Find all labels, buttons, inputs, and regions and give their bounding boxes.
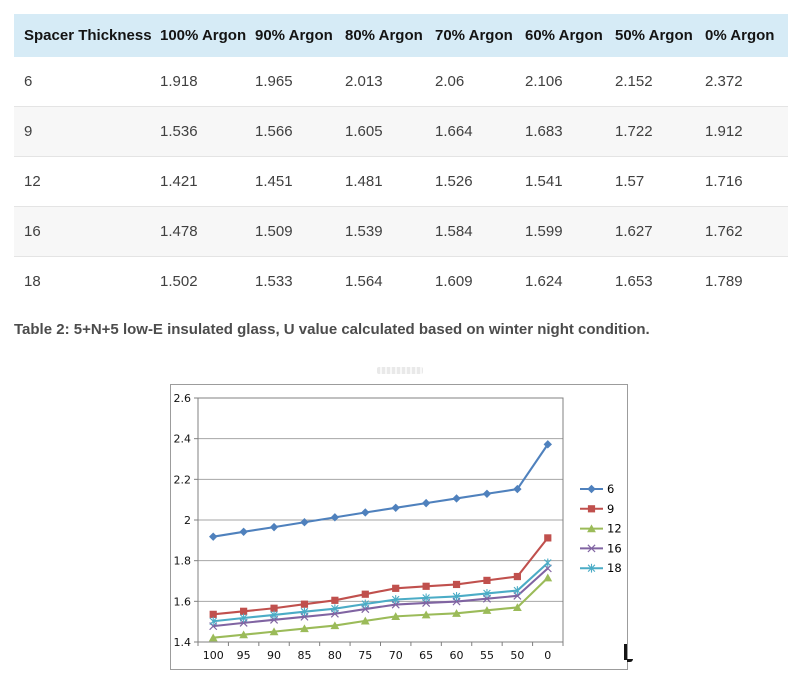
cell: 1.609 [425,256,515,306]
cell: 2.106 [525,73,563,90]
cell: 1.762 [695,206,788,257]
table-row: 6 1.918 1.965 2.013 2.06 2.106 2.152 2.3… [14,57,788,107]
cell: 2.013 [345,73,383,90]
cell: 1.502 [150,256,245,306]
table-header-row: Spacer Thickness 100% Argon 90% Argon 80… [14,14,788,57]
cell: 1.722 [605,106,695,157]
column-header: 70% Argon [425,14,515,57]
cell: 1.564 [335,256,425,306]
cell: 1.789 [695,256,788,306]
cell: 1.912 [695,106,788,157]
svg-text:60: 60 [450,649,464,662]
row-label: 18 [14,256,150,306]
cell: 1.584 [425,206,515,257]
cell: 1.918 [160,73,198,90]
u-value-line-chart: 1.4 1.6 1.8 2 2.2 2.4 2.6 100 95 90 85 80 75 70 65 60 55… [170,384,628,670]
svg-text:85: 85 [297,649,311,662]
svg-text:90: 90 [267,649,281,662]
svg-text:1.6: 1.6 [174,595,192,608]
svg-text:2.4: 2.4 [174,433,192,446]
column-header: 80% Argon [335,14,425,57]
svg-text:80: 80 [328,649,342,662]
row-label: 6 [24,73,33,90]
svg-text:65: 65 [419,649,433,662]
svg-text:18: 18 [607,561,622,575]
cell: 1.57 [605,156,695,207]
column-header: 90% Argon [245,14,335,57]
table-row: 16 1.478 1.509 1.539 1.584 1.599 1.627 1… [14,206,788,257]
cell: 1.481 [335,156,425,207]
column-header: 0% Argon [695,14,788,57]
svg-text:16: 16 [607,541,622,555]
cell: 1.533 [245,256,335,306]
column-header: 100% Argon [150,14,246,57]
svg-text:100: 100 [203,649,224,662]
cell: 1.526 [425,156,515,207]
column-header: 50% Argon [605,14,695,57]
u-value-table: Spacer Thickness 100% Argon 90% Argon 80… [14,14,788,306]
cell: 1.716 [695,156,788,207]
svg-text:0: 0 [544,649,551,662]
svg-text:2.2: 2.2 [174,473,192,486]
svg-text:50: 50 [510,649,524,662]
cell: 1.451 [245,156,335,207]
cell: 1.539 [335,206,425,257]
cell: 2.06 [435,73,465,90]
cell: 1.421 [150,156,245,207]
svg-text:70: 70 [389,649,403,662]
svg-text:75: 75 [358,649,372,662]
cell: 1.605 [335,106,425,157]
cell: 1.536 [150,106,245,157]
cell: 1.624 [515,256,605,306]
cell: 1.599 [515,206,605,257]
cell: 1.566 [245,106,335,157]
svg-text:1.4: 1.4 [174,636,192,649]
cell: 1.627 [605,206,695,257]
cell: 2.152 [615,73,653,90]
svg-text:55: 55 [480,649,494,662]
table-row: 9 1.536 1.566 1.605 1.664 1.683 1.722 1.… [14,106,788,157]
table-caption: Table 2: 5+N+5 low-E insulated glass, U … [14,321,650,338]
svg-text:2: 2 [184,514,191,527]
svg-text:9: 9 [607,502,614,516]
cell: 1.541 [515,156,605,207]
svg-text:1.8: 1.8 [174,555,192,568]
cell: 1.509 [245,206,335,257]
table-row: 12 1.421 1.451 1.481 1.526 1.541 1.57 1.… [14,156,788,207]
cell: 1.683 [515,106,605,157]
column-header: Spacer Thickness [14,14,152,57]
svg-text:12: 12 [607,522,622,536]
cell: 1.478 [150,206,245,257]
table-row: 18 1.502 1.533 1.564 1.609 1.624 1.653 1… [14,256,788,306]
row-label: 9 [14,106,150,157]
row-label: 12 [14,156,150,207]
text-cursor-icon [624,644,634,662]
cell: 2.372 [705,73,743,90]
svg-text:6: 6 [607,482,614,496]
cell: 1.653 [605,256,695,306]
row-label: 16 [14,206,150,257]
watermark-smudge [377,367,423,374]
column-header: 60% Argon [515,14,605,57]
cell: 1.965 [255,73,293,90]
cell: 1.664 [425,106,515,157]
svg-text:2.6: 2.6 [174,392,192,405]
svg-text:95: 95 [237,649,251,662]
